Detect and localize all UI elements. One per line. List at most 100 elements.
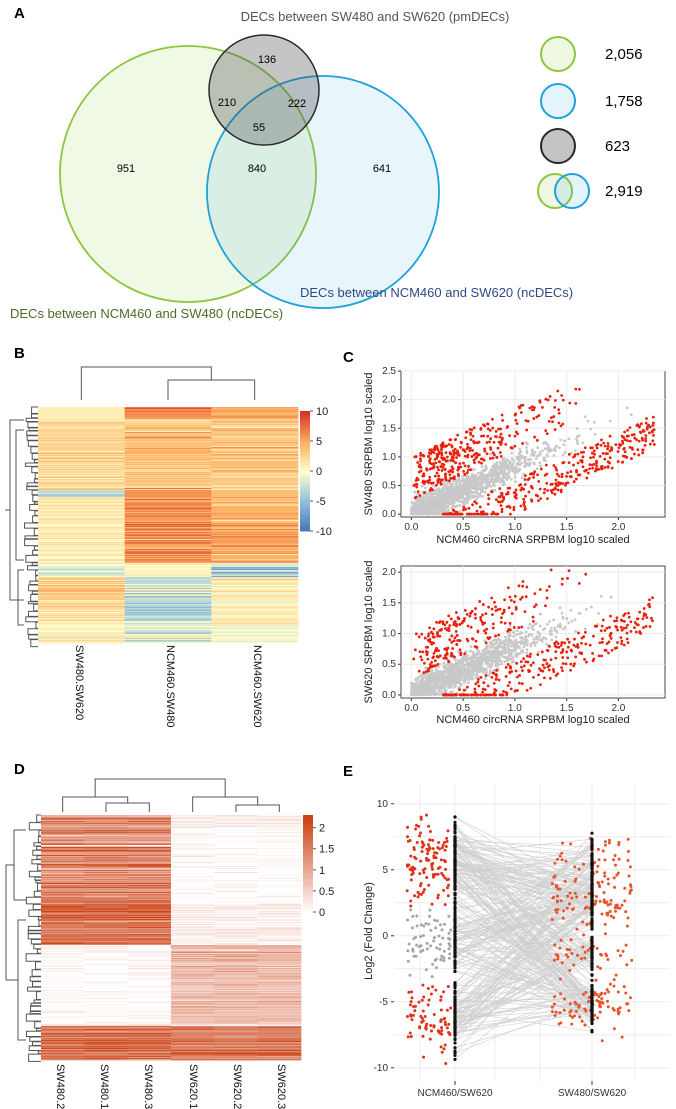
scatter-point [545, 453, 549, 457]
heatmap-cell [38, 530, 125, 532]
heatmap-cell [38, 536, 125, 538]
heatmap-cell [124, 524, 212, 526]
scatter-point-dec [521, 584, 525, 588]
scatter-point-dec [545, 481, 549, 485]
heatmap-cell [38, 523, 125, 525]
heatmap-cell [211, 578, 299, 580]
scatter-point [502, 460, 505, 464]
colorbar-tick-label: 5 [316, 436, 322, 448]
scatter-point-dec [435, 655, 439, 658]
heatmap-cell [124, 520, 212, 522]
scatter-point-dec [552, 464, 556, 467]
scatter-point [431, 483, 435, 487]
scatter-point-dec [451, 512, 455, 516]
scatter-point-dec [525, 654, 529, 658]
scatter-point-dec [645, 616, 649, 619]
scatter-point-dec [561, 669, 564, 673]
scatter-point-dec [529, 686, 533, 690]
scatter-point-dec [417, 669, 421, 673]
scatter-point-dec [503, 598, 507, 602]
scatter-point-dec [492, 440, 496, 444]
heatmap-cell [38, 584, 125, 586]
heatmap-cell [211, 460, 299, 462]
heatmap-cell [38, 585, 125, 587]
scatter-point [488, 646, 492, 650]
scatter-point [493, 488, 497, 492]
scatter-point [563, 439, 566, 443]
scatter-point-dec [450, 455, 454, 459]
scatter-point [491, 480, 495, 484]
heatmap-cell [211, 636, 299, 638]
scatter-point [520, 461, 524, 465]
scatter-point [437, 490, 441, 494]
heatmap-cell [38, 591, 125, 593]
heatmap-cell [124, 508, 212, 510]
scatter-point-dec [538, 588, 542, 591]
y-axis-label: SW480 SRPBM log10 scaled [363, 372, 375, 515]
scatter-point-dec [467, 468, 470, 472]
scatter-point [457, 491, 461, 495]
dendrogram-branch [27, 933, 41, 940]
heatmap-cell [38, 479, 125, 481]
heatmap-cell [38, 435, 125, 437]
scatter-point-dec [545, 588, 549, 592]
heatmap-cell [124, 599, 212, 601]
heatmap-cell [211, 463, 299, 465]
scatter-point-dec [428, 488, 432, 492]
scatter-point [599, 594, 603, 598]
heatmap-cell [38, 428, 125, 430]
scatter-point [478, 492, 482, 496]
scatter-point-dec [586, 471, 590, 475]
scatter-point [480, 656, 484, 660]
scatter-point-dec [453, 447, 457, 451]
scatter-point [544, 637, 548, 641]
heatmap-cell [211, 462, 299, 464]
scatter-point [535, 640, 539, 644]
scatter-point-dec [495, 674, 498, 678]
heatmap-cell [124, 502, 212, 504]
scatter-point-dec [427, 481, 430, 484]
scatter-point [472, 656, 475, 660]
scatter-point-dec [427, 632, 431, 636]
heatmap-cell [124, 602, 212, 604]
scatter-point [540, 637, 544, 641]
scatter-point [472, 468, 476, 471]
heatmap-cell [38, 507, 125, 509]
scatter-point [516, 652, 520, 656]
scatter-point-dec [448, 473, 452, 477]
heatmap-cell [124, 585, 212, 587]
scatter-point [458, 685, 462, 689]
scatter-point [466, 681, 470, 685]
scatter-point [575, 427, 579, 430]
scatter-point-dec [531, 615, 535, 619]
scatter-point [456, 664, 460, 668]
colorbar-swatch [300, 421, 310, 424]
scatter-point-dec [574, 402, 578, 405]
scatter-point-dec [548, 395, 552, 398]
heatmap-cell [38, 427, 125, 429]
scatter-point [437, 487, 440, 490]
scatter-point [534, 457, 538, 461]
scatter-point [450, 680, 454, 684]
heatmap-cell [124, 627, 212, 629]
scatter-point-dec [479, 693, 482, 697]
scatter-point [443, 505, 447, 508]
heatmap-cell [124, 616, 212, 618]
scatter-point-dec [625, 631, 629, 635]
scatter-point-dec [476, 678, 480, 681]
heatmap-cell [211, 635, 299, 637]
scatter-point [470, 474, 474, 478]
scatter-point [535, 635, 539, 638]
heatmap-cell [38, 541, 125, 543]
heatmap-cell [211, 450, 299, 452]
heatmap-cell [124, 620, 212, 622]
scatter-point-dec [615, 616, 619, 620]
scatter-point [474, 495, 478, 498]
heatmap-cell [38, 525, 125, 527]
scatter-point-dec [633, 626, 636, 630]
heatmap-cell [211, 597, 299, 599]
scatter-point-dec [469, 446, 472, 450]
scatter-point-dec [422, 454, 426, 458]
scatter-point [425, 493, 429, 497]
scatter-point [550, 629, 553, 633]
